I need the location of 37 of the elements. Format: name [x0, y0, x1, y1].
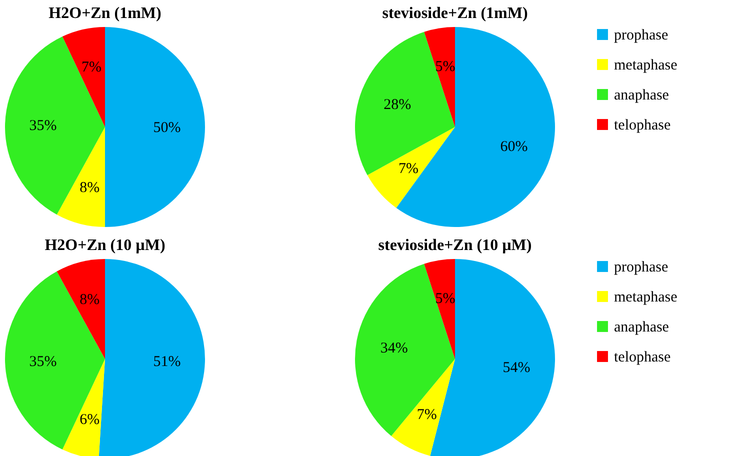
- data-label: 28%: [384, 97, 412, 114]
- data-label: 7%: [81, 59, 102, 76]
- pie-slice: [56, 127, 105, 227]
- legend-label: anaphase: [614, 320, 670, 336]
- data-label: 6%: [80, 412, 100, 428]
- data-label: 35%: [29, 354, 57, 370]
- legend-label: prophase: [614, 260, 668, 276]
- data-label: 60%: [500, 139, 528, 156]
- data-label: 35%: [29, 118, 57, 134]
- data-label: 7%: [398, 161, 418, 177]
- data-label: 7%: [416, 407, 437, 424]
- legend-label: telophase: [614, 350, 671, 366]
- data-label: 8%: [80, 180, 100, 196]
- legend-label: telophase: [614, 118, 671, 134]
- chart-title: H2O+Zn (10 µM): [44, 237, 166, 254]
- pie-slice: [355, 32, 455, 176]
- pie-slice: [105, 27, 205, 227]
- chart-title: stevioside+Zn (10 µM): [378, 237, 532, 254]
- chart-title: stevioside+Zn (1mM): [382, 5, 528, 22]
- data-label: 51%: [153, 354, 181, 370]
- legend-label: metaphase: [614, 58, 678, 74]
- data-label: 5%: [435, 58, 456, 75]
- legend-label: prophase: [614, 28, 668, 44]
- legend-label: metaphase: [614, 290, 678, 306]
- data-label: 5%: [435, 290, 456, 307]
- pie-slice: [5, 36, 105, 215]
- data-label: 34%: [380, 340, 408, 356]
- pie-slice: [62, 27, 105, 127]
- chart-title: H2O+Zn (1mM): [48, 5, 162, 22]
- data-label: 8%: [80, 292, 100, 308]
- pie-slice: [56, 259, 105, 359]
- pie-slice: [367, 127, 455, 208]
- pie-slice: [5, 271, 105, 450]
- legend-label: anaphase: [614, 88, 670, 104]
- pie-slice: [424, 27, 455, 127]
- data-label: 54%: [502, 360, 530, 376]
- data-label: 50%: [153, 120, 181, 136]
